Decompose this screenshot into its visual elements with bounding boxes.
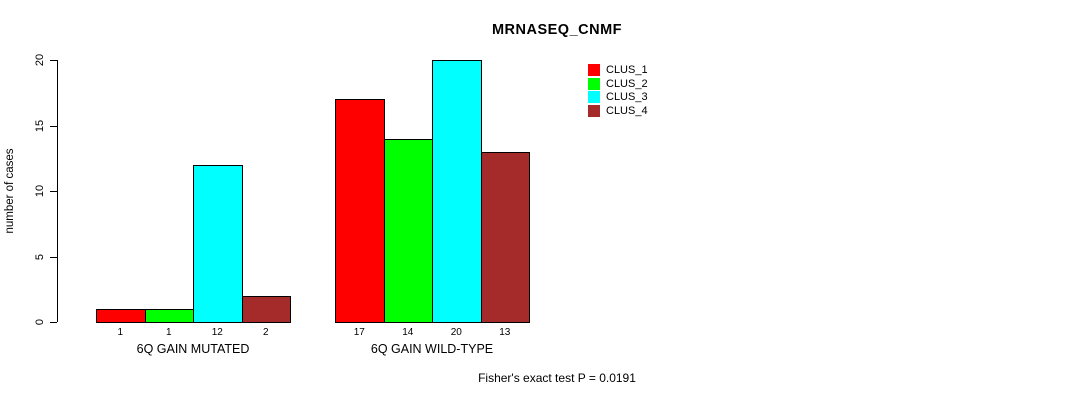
bar-value-label: 20 bbox=[450, 327, 462, 338]
bar bbox=[144, 308, 194, 323]
bar bbox=[383, 138, 433, 323]
legend-label: CLUS_3 bbox=[606, 91, 648, 104]
y-tick-label: 20 bbox=[34, 53, 46, 67]
y-tick bbox=[50, 60, 57, 61]
legend: CLUS_1 CLUS_2 CLUS_3 CLUS_4 bbox=[588, 63, 648, 118]
y-tick-label: 10 bbox=[34, 184, 46, 198]
bar-value-label: 2 bbox=[262, 327, 269, 338]
chart-title: MRNASEQ_CNMF bbox=[491, 22, 623, 38]
bar bbox=[480, 151, 530, 323]
legend-label: CLUS_4 bbox=[606, 104, 648, 117]
y-tick bbox=[50, 322, 57, 323]
legend-label: CLUS_1 bbox=[606, 63, 648, 76]
y-tick-label: 15 bbox=[34, 119, 46, 132]
legend-item: CLUS_4 bbox=[588, 104, 648, 118]
y-axis-label: number of cases bbox=[4, 148, 16, 234]
y-tick-label: 5 bbox=[34, 253, 46, 260]
stat-annotation: Fisher's exact test P = 0.0191 bbox=[478, 371, 636, 385]
y-tick bbox=[50, 191, 57, 192]
bar-value-label: 13 bbox=[499, 327, 511, 338]
legend-swatch bbox=[588, 63, 600, 76]
legend-swatch bbox=[588, 77, 600, 90]
y-tick bbox=[50, 125, 57, 127]
legend-swatch bbox=[588, 91, 600, 104]
bar-value-label: 17 bbox=[353, 327, 365, 338]
y-tick bbox=[50, 256, 57, 258]
y-tick-label: 0 bbox=[34, 318, 46, 326]
legend-swatch bbox=[588, 104, 600, 117]
legend-item: CLUS_2 bbox=[588, 77, 648, 91]
bar bbox=[193, 164, 243, 323]
x-group-label: 6Q GAIN MUTATED bbox=[136, 342, 250, 356]
bar-value-label: 14 bbox=[402, 327, 414, 338]
bar-value-label: 1 bbox=[117, 327, 124, 338]
x-group-label: 6Q GAIN WILD-TYPE bbox=[370, 342, 494, 356]
legend-label: CLUS_2 bbox=[606, 77, 648, 90]
legend-item: CLUS_3 bbox=[588, 90, 648, 104]
bar bbox=[241, 295, 291, 323]
bar-value-label: 12 bbox=[211, 327, 223, 338]
bar bbox=[432, 60, 482, 323]
legend-item: CLUS_1 bbox=[588, 63, 648, 77]
bar-value-label: 1 bbox=[165, 327, 172, 338]
bar bbox=[335, 99, 385, 323]
y-axis-line bbox=[57, 60, 58, 322]
bar bbox=[96, 308, 146, 323]
